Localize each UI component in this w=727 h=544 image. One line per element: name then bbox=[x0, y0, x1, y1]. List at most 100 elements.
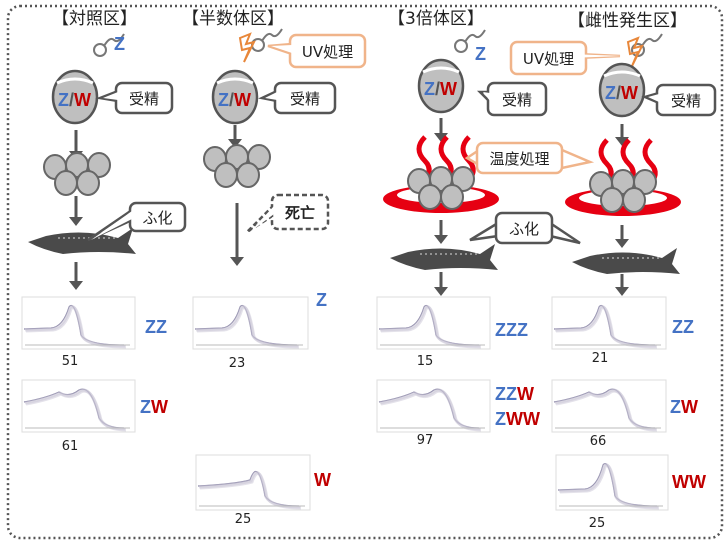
count-label: 15 bbox=[417, 354, 434, 369]
uv-bubble-label: UV処理 bbox=[302, 43, 353, 61]
egg-body bbox=[211, 69, 259, 125]
genotype-label: ZZ bbox=[145, 317, 167, 337]
histogram-plot bbox=[376, 296, 491, 350]
fertilization-bubble-pointer-fill bbox=[648, 94, 659, 102]
hatching-bubble-label: ふ化 bbox=[509, 220, 539, 238]
egg-chromosome-w: W bbox=[440, 79, 457, 99]
arrow-head bbox=[230, 257, 244, 266]
egg-body bbox=[51, 69, 99, 125]
sperm-chromosome: Z bbox=[475, 44, 486, 64]
dotted-border bbox=[6, 4, 724, 540]
histogram-plot bbox=[555, 454, 669, 511]
uv-bubble-pointer-fill bbox=[513, 52, 623, 60]
temperature-bubble-box bbox=[475, 141, 564, 175]
count-label: 66 bbox=[590, 434, 607, 449]
uv-lightning-icon bbox=[238, 32, 256, 63]
arrow-head bbox=[615, 239, 629, 248]
death-bubble-pointer-fill bbox=[250, 206, 274, 232]
egg-chromosome-w: W bbox=[621, 83, 638, 103]
histogram-plot bbox=[21, 296, 136, 350]
title-triploid: 【3倍体区】 bbox=[388, 9, 484, 29]
histogram-curve bbox=[555, 389, 658, 432]
genotype-label: ZZW bbox=[495, 384, 534, 404]
sperm-tail bbox=[261, 28, 283, 42]
histogram-curve bbox=[555, 306, 658, 349]
histogram-frame bbox=[195, 454, 311, 511]
egg-cluster-egg bbox=[236, 162, 260, 188]
egg-chromosome-z: Z bbox=[58, 90, 69, 110]
genotype-label: ZWW bbox=[495, 409, 540, 429]
temperature-bubble-label: 温度処理 bbox=[489, 150, 549, 168]
genotype-label: Z bbox=[316, 290, 327, 310]
sperm-tail bbox=[464, 29, 486, 43]
egg-highlight bbox=[56, 77, 94, 85]
sperm-tail bbox=[103, 33, 125, 47]
egg-cluster-egg bbox=[247, 144, 271, 170]
count-label: 61 bbox=[62, 439, 79, 454]
egg-cluster-egg bbox=[54, 170, 78, 196]
fertilization-bubble-label: 受精 bbox=[129, 90, 159, 108]
histogram-frame bbox=[376, 379, 491, 433]
death-bubble-label: 死亡 bbox=[285, 204, 315, 222]
title-control: 【対照区】 bbox=[52, 9, 137, 29]
arrow-head bbox=[615, 287, 629, 296]
fertilization-bubble-pointer-fill bbox=[265, 92, 277, 100]
histogram-curve bbox=[559, 464, 660, 510]
arrow-head bbox=[69, 281, 83, 290]
histogram-curve bbox=[25, 306, 127, 349]
uv-bubble-pointer-fill bbox=[271, 45, 292, 53]
count-label: 21 bbox=[592, 351, 609, 366]
arrow-head bbox=[228, 139, 242, 148]
genotype-label: ZW bbox=[140, 397, 168, 417]
fertilization-bubble-pointer-fill bbox=[103, 92, 118, 100]
histogram-curve bbox=[196, 306, 300, 349]
sperm-chromosome: Z bbox=[114, 34, 125, 54]
count-label: 23 bbox=[229, 356, 246, 371]
histogram-plot bbox=[192, 296, 309, 350]
egg-cluster-egg bbox=[76, 170, 100, 196]
egg-cluster-egg bbox=[622, 187, 646, 213]
arrow-head bbox=[69, 217, 83, 226]
egg-cluster-egg bbox=[418, 184, 442, 210]
hatching-bubble-label: ふ化 bbox=[142, 209, 172, 227]
egg-chromosomes: Z/W bbox=[605, 83, 638, 103]
histogram-plot bbox=[551, 296, 667, 350]
genotype-label: W bbox=[314, 470, 331, 490]
histogram-plot bbox=[21, 379, 136, 433]
genotype-label: ZZ bbox=[672, 317, 694, 337]
egg-chromosome-w: W bbox=[234, 90, 251, 110]
egg: Z/W bbox=[417, 58, 465, 114]
histogram-curve bbox=[380, 306, 482, 349]
histogram-frame bbox=[21, 379, 136, 433]
egg-body bbox=[417, 58, 465, 114]
egg-cluster-egg bbox=[600, 187, 624, 213]
egg-cluster-egg bbox=[451, 166, 475, 192]
count-label: 97 bbox=[417, 433, 434, 448]
egg: Z/W bbox=[598, 62, 646, 118]
hatching-bubble-box bbox=[494, 211, 554, 245]
egg: Z/W bbox=[51, 69, 99, 125]
egg-chromosomes: Z/W bbox=[218, 90, 251, 110]
arrow-head bbox=[615, 137, 629, 146]
hatching-bubble-pointer-fill bbox=[91, 211, 132, 240]
uv-lightning-icon bbox=[626, 36, 644, 67]
egg-cluster-egg bbox=[440, 184, 464, 210]
sturgeon-fish bbox=[28, 228, 136, 254]
count-label: 25 bbox=[589, 516, 606, 531]
uv-bubble-label: UV処理 bbox=[523, 50, 574, 68]
egg-highlight bbox=[216, 77, 254, 85]
egg-chromosome-z: Z bbox=[424, 79, 435, 99]
fertilization-bubble-label: 受精 bbox=[671, 92, 701, 110]
arrow-head bbox=[434, 287, 448, 296]
egg-highlight bbox=[603, 70, 641, 78]
genotype-label: ZZZ bbox=[495, 320, 528, 340]
genotype-label: ZW bbox=[670, 397, 698, 417]
sperm-head bbox=[93, 43, 107, 57]
histogram-curve bbox=[380, 389, 482, 432]
death-bubble-pointer bbox=[246, 201, 276, 234]
arrow-head bbox=[434, 235, 448, 244]
egg: Z/W bbox=[211, 69, 259, 125]
sturgeon-fish bbox=[390, 244, 498, 270]
